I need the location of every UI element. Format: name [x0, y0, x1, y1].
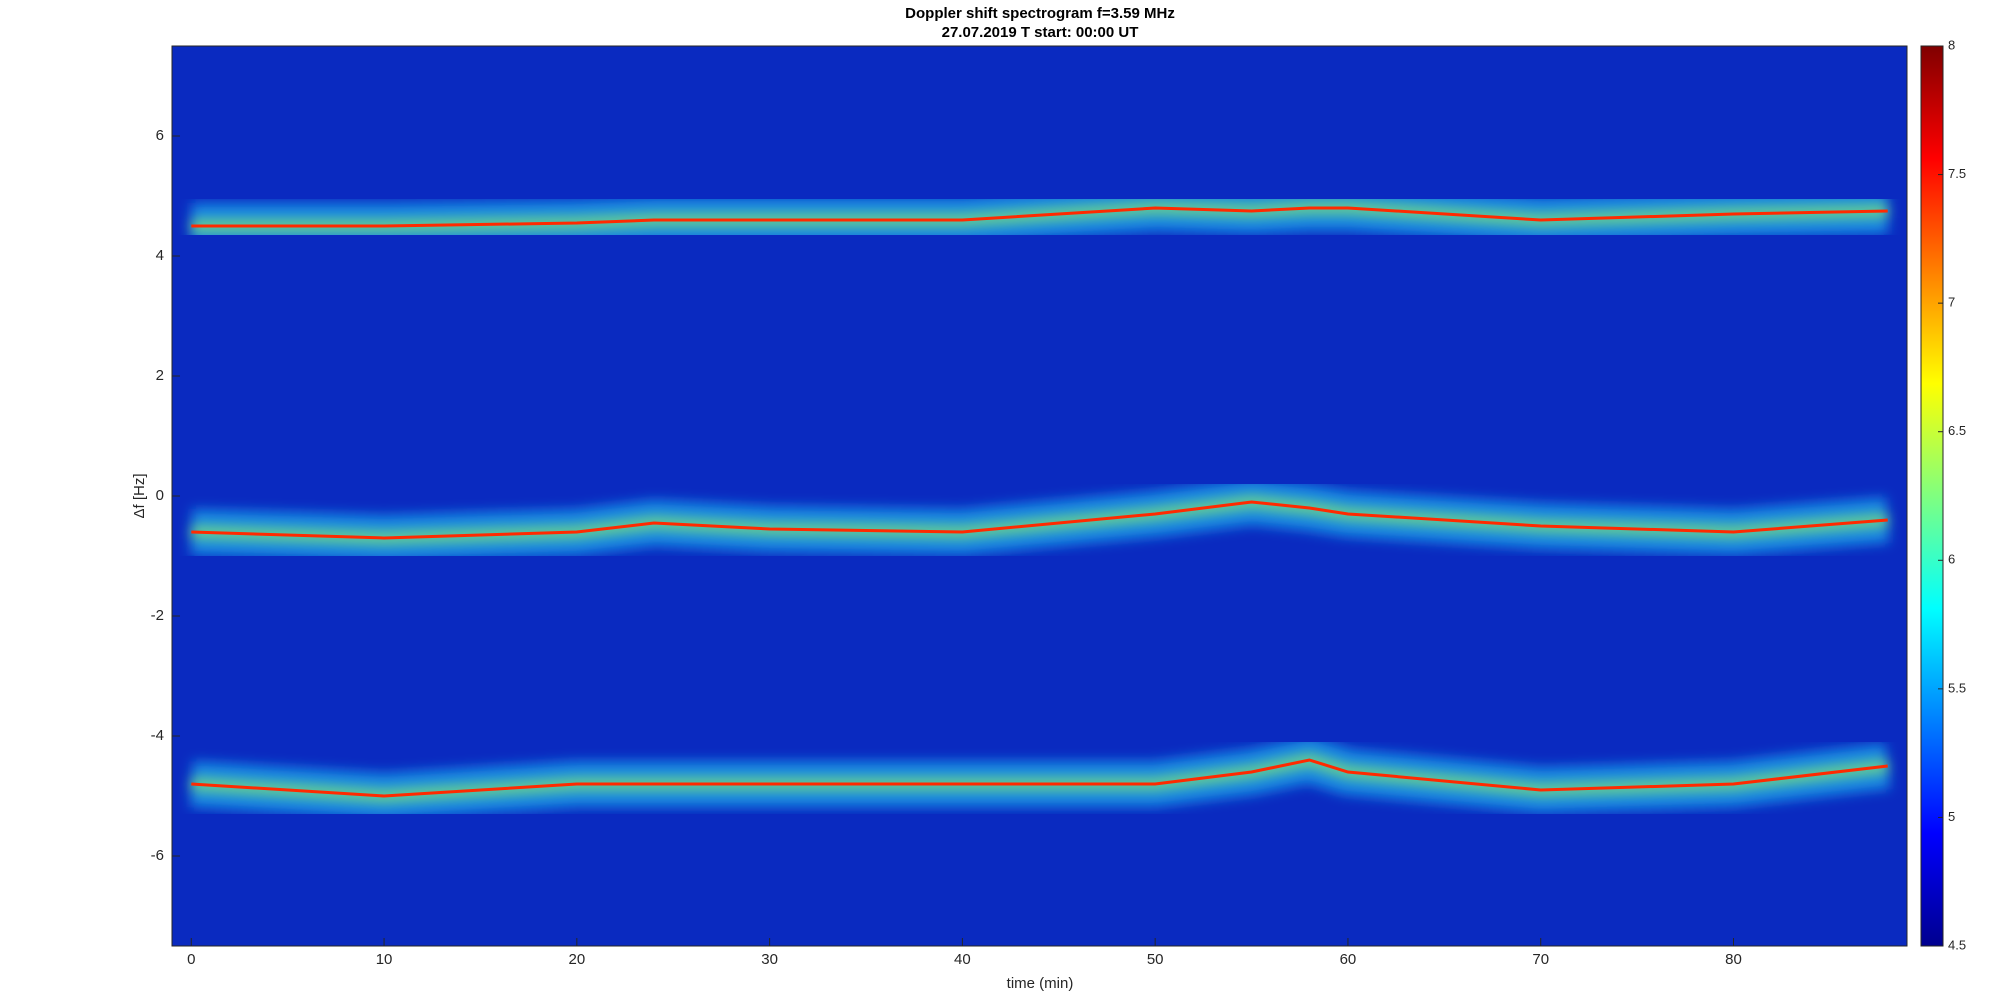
colorbar-tick-label: 7.5 — [1948, 166, 1966, 181]
chart-title: Doppler shift spectrogram f=3.59 MHz — [905, 5, 1175, 22]
colorbar-tick-label: 5.5 — [1948, 680, 1966, 695]
y-tick-label: 4 — [156, 247, 164, 264]
x-tick-label: 60 — [1340, 951, 1357, 968]
x-tick-label: 40 — [954, 951, 971, 968]
y-tick-label: 0 — [156, 487, 164, 504]
x-tick-label: 80 — [1725, 951, 1742, 968]
y-tick-label: -2 — [151, 607, 164, 624]
x-tick-label: 70 — [1532, 951, 1549, 968]
x-tick-label: 20 — [568, 951, 585, 968]
chart-subtitle: 27.07.2019 T start: 00:00 UT — [942, 24, 1139, 41]
colorbar-tick-label: 6.5 — [1948, 423, 1966, 438]
x-tick-label: 50 — [1147, 951, 1164, 968]
band-trace — [191, 500, 1888, 540]
band-trace — [191, 758, 1888, 798]
plot-area — [172, 46, 1907, 946]
y-axis-label: Δf [Hz] — [131, 473, 148, 518]
colorbar-tick-label: 6 — [1948, 552, 1955, 567]
band-trace — [191, 206, 1888, 228]
x-tick-label: 30 — [761, 951, 778, 968]
colorbar-tick-label: 4.5 — [1948, 937, 1966, 952]
colorbar-tick-label: 7 — [1948, 295, 1955, 310]
x-tick-label: 0 — [187, 951, 195, 968]
colorbar — [1920, 45, 1944, 947]
colorbar-tick-label: 8 — [1948, 37, 1955, 52]
y-tick-label: -6 — [151, 847, 164, 864]
y-tick-label: 2 — [156, 367, 164, 384]
y-tick-label: -4 — [151, 727, 164, 744]
x-axis-label: time (min) — [1007, 975, 1074, 992]
x-tick-label: 10 — [376, 951, 393, 968]
y-tick-label: 6 — [156, 127, 164, 144]
colorbar-tick-label: 5 — [1948, 809, 1955, 824]
